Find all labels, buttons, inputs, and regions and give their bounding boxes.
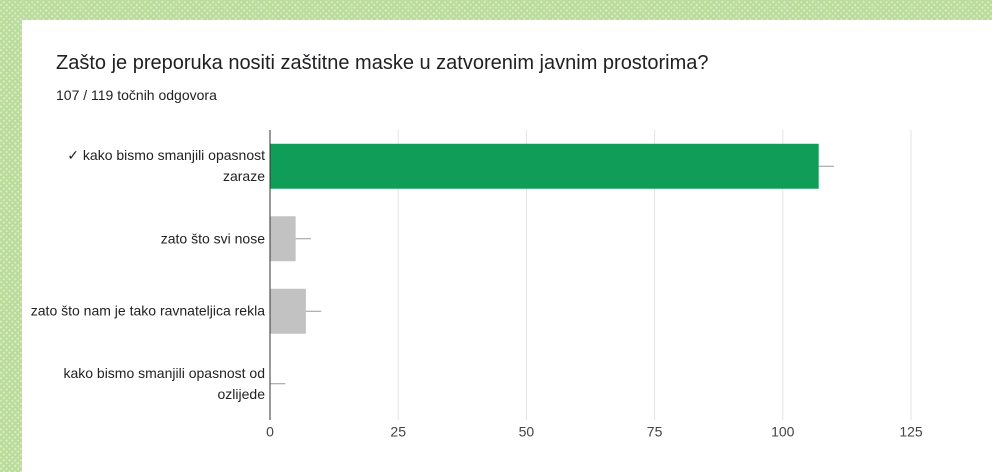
x-tick-label: 25: [390, 424, 406, 440]
y-tick-label: zato što nam je tako ravnateljica rekla: [30, 302, 265, 319]
card: Zašto je preporuka nositi zaštitne maske…: [22, 20, 992, 472]
x-tick-label: 125: [899, 424, 923, 440]
y-tick-label: zato što svi nose: [160, 230, 265, 247]
y-tick-label: ✓ kako bismo smanjili opasnost zaraze: [67, 147, 265, 185]
bar: [270, 288, 306, 334]
x-tick-label: 100: [771, 424, 795, 440]
chart-title: Zašto je preporuka nositi zaštitne maske…: [56, 52, 709, 74]
x-tick-label: 0: [266, 424, 274, 440]
x-tick-label: 50: [519, 424, 535, 440]
chart-subtitle: 107 / 119 točnih odgovora: [56, 87, 217, 103]
x-tick-label: 75: [647, 424, 663, 440]
bar: [270, 143, 819, 189]
bar: [270, 216, 296, 262]
y-tick-label: kako bismo smanjili opasnost od ozlijede: [63, 364, 265, 402]
